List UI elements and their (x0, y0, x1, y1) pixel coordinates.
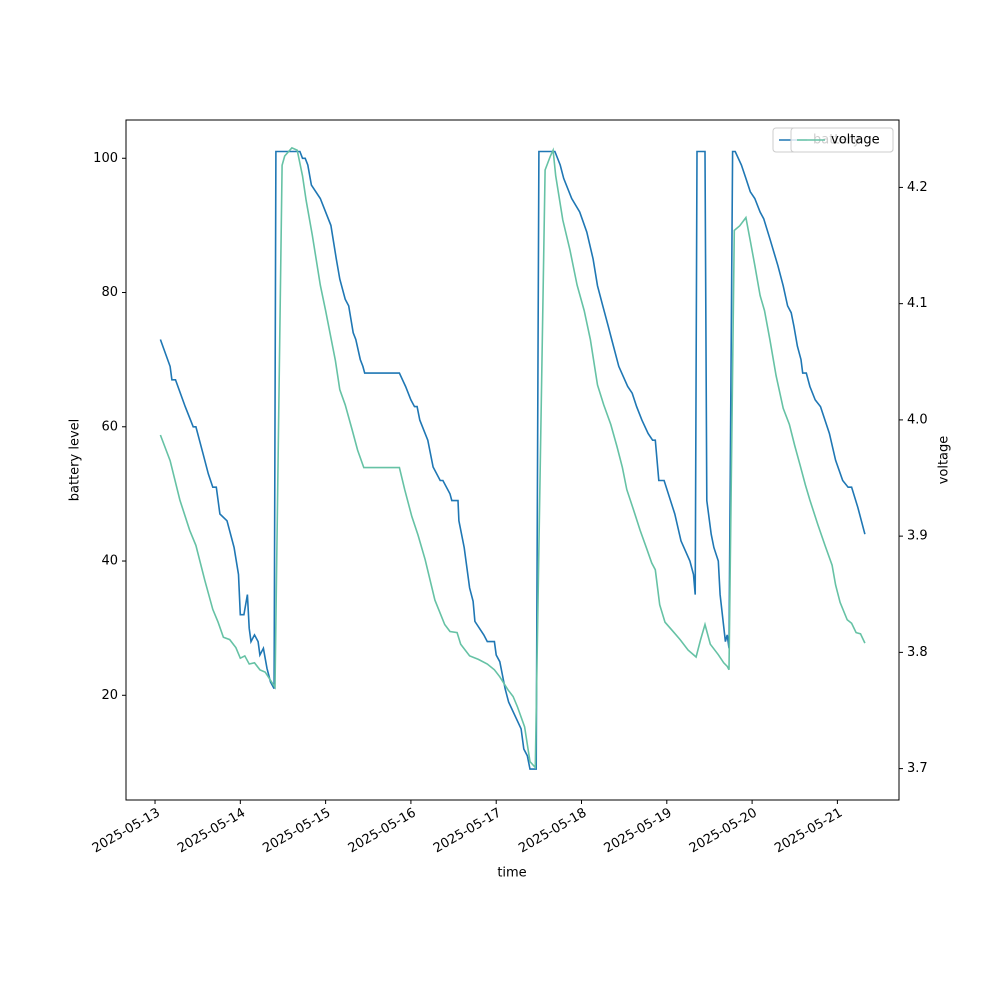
legend-box (790, 127, 894, 153)
x-tick-label: 2025-05-17 (431, 806, 504, 857)
y2-tick-label: 4.2 (907, 180, 928, 195)
x-tick-label: 2025-05-13 (90, 806, 163, 857)
y2-tick-label: 3.8 (907, 645, 928, 660)
y-tick-label: 80 (101, 285, 118, 300)
x-tick-label: 2025-05-20 (687, 806, 760, 857)
y-tick-label: 20 (101, 688, 118, 703)
y2-tick-label: 4.1 (907, 296, 928, 311)
x-axis-label: time (497, 866, 526, 881)
legend: voltage (790, 127, 894, 153)
y2-axis-label: voltage (937, 436, 952, 485)
series-line (159, 150, 866, 770)
x-tick-label: 2025-05-18 (516, 806, 589, 857)
y2-tick-label: 3.9 (907, 529, 928, 544)
y-tick-label: 60 (101, 419, 118, 434)
legend-label: voltage (831, 133, 880, 148)
y2-tick-label: 3.7 (907, 761, 928, 776)
x-tick-label: 2025-05-14 (175, 806, 248, 857)
series-line (159, 146, 866, 770)
y2-tick-label: 4.0 (907, 412, 928, 427)
plot-frame (125, 119, 900, 801)
y-tick-label: 100 (93, 151, 118, 166)
y-axis-label: battery level (68, 419, 83, 502)
x-tick-label: 2025-05-21 (772, 806, 845, 857)
x-tick-label: 2025-05-19 (602, 806, 675, 857)
x-tick-label: 2025-05-16 (346, 806, 419, 857)
y-tick-label: 40 (101, 554, 118, 569)
x-tick-label: 2025-05-15 (260, 806, 333, 857)
